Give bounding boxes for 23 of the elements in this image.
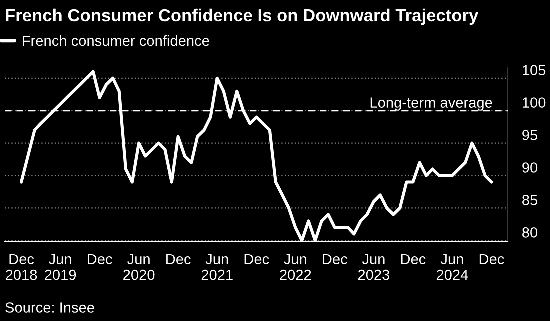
y-tick-label: 105: [523, 65, 546, 76]
y-tick-label: 90: [522, 162, 538, 173]
legend-label: French consumer confidence: [23, 35, 210, 46]
x-tick-label: Jun 2019: [45, 254, 76, 280]
x-tick-label: Dec: [480, 254, 504, 265]
y-tick-label: 100: [523, 98, 546, 108]
y-tick-label: 95: [522, 130, 538, 140]
chart-title: French Consumer Confidence Is on Downward Trajectory: [6, 8, 479, 26]
x-tick-label: Jun 2023: [358, 254, 390, 280]
x-tick-label: Jun 2024: [436, 254, 468, 280]
x-tick-label: Dec: [323, 254, 348, 265]
source-note: Source: Insee: [6, 302, 94, 313]
y-tick-label: 85: [522, 195, 538, 206]
x-tick-label: Dec: [244, 254, 270, 265]
x-tick-label: Jun 2022: [280, 254, 312, 280]
x-tick-label: Dec 2018: [6, 254, 38, 280]
x-tick-label: Dec: [401, 254, 426, 265]
y-tick-label: 80: [522, 227, 538, 238]
x-tick-label: Dec: [88, 254, 112, 265]
x-tick-label: Dec: [166, 254, 191, 265]
x-tick-label: Jun 2020: [124, 254, 155, 280]
ref-line-label: Long-term average: [370, 98, 492, 111]
x-tick-label: Jun 2021: [202, 254, 233, 280]
